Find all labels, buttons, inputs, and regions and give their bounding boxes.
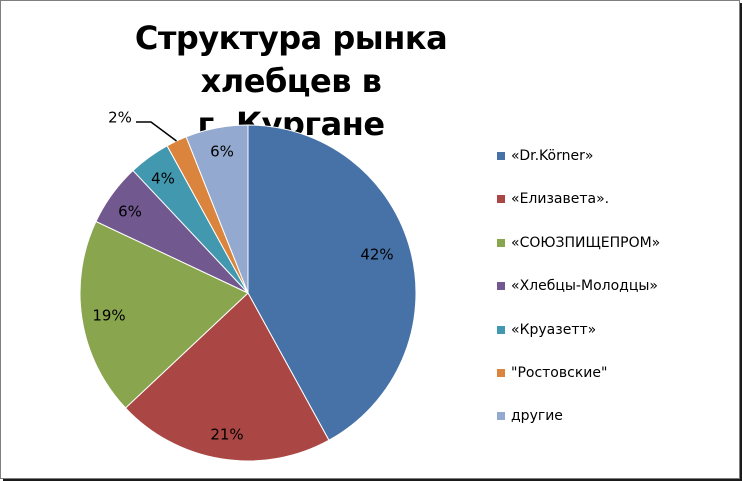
legend-label: "Ростовские"	[511, 364, 608, 381]
legend-swatch	[497, 238, 505, 247]
legend-label: «Хлебцы-Молодцы»	[511, 278, 658, 295]
legend-item-4: «Хлебцы-Молодцы»	[497, 277, 660, 295]
data-label-1: 42%	[360, 246, 393, 264]
legend-label: «СОЮЗПИЩЕПРОМ»	[511, 234, 661, 251]
pie-slice-2	[124, 292, 330, 462]
legend-item-7: другие	[497, 407, 660, 425]
data-label-5: 4%	[151, 170, 175, 188]
legend-swatch	[497, 412, 505, 421]
legend-item-6: "Ростовские"	[497, 364, 660, 382]
legend-swatch	[497, 325, 505, 334]
legend-swatch	[497, 282, 505, 291]
data-label-7: 6%	[210, 143, 234, 161]
chart-title-line-1: Структура рынка хлебцев в	[134, 19, 448, 100]
legend-swatch	[497, 152, 505, 160]
chart-title: Структура рынка хлебцев в г. Кургане	[61, 17, 521, 146]
data-label-2: 21%	[210, 426, 243, 444]
data-label-6: 2%	[108, 109, 132, 127]
legend-swatch	[497, 195, 505, 204]
legend-label: «Елизавета».	[511, 191, 610, 208]
legend-label: «Круазетт»	[511, 321, 597, 338]
legend-item-2: «Елизавета».	[497, 190, 660, 208]
legend-label: «Dr.Körner»	[511, 148, 594, 164]
legend-item-1: «Dr.Körner»	[497, 147, 660, 165]
legend-label: другие	[511, 408, 563, 425]
data-label-3: 19%	[92, 307, 125, 325]
pie-slice-3	[79, 220, 249, 409]
legend-swatch	[497, 368, 505, 377]
legend: «Dr.Körner» «Елизавета». «СОЮЗПИЩЕПРОМ» «Хл…	[497, 147, 660, 451]
pie-slice-1	[247, 124, 417, 441]
legend-item-5: «Круазетт»	[497, 321, 660, 339]
data-label-4: 6%	[118, 203, 142, 221]
leader-line	[136, 121, 177, 142]
legend-item-3: «СОЮЗПИЩЕПРОМ»	[497, 234, 660, 252]
pie-slice-7	[185, 124, 249, 294]
